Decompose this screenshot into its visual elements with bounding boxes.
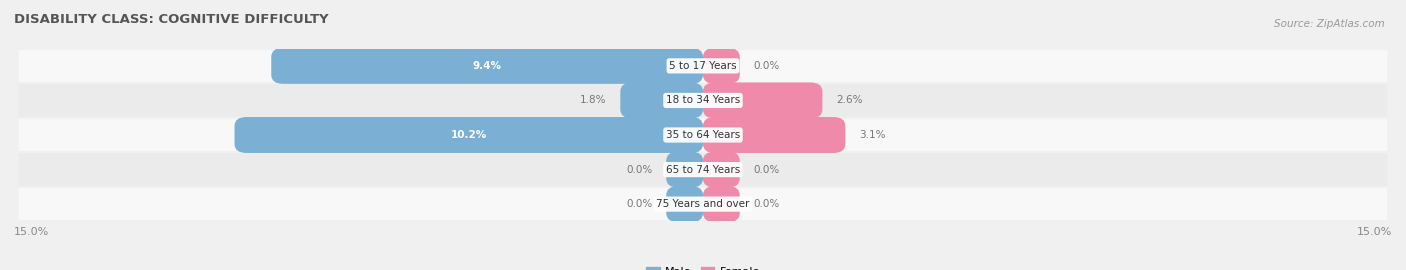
- Text: DISABILITY CLASS: COGNITIVE DIFFICULTY: DISABILITY CLASS: COGNITIVE DIFFICULTY: [14, 13, 329, 26]
- Text: 0.0%: 0.0%: [626, 199, 652, 209]
- FancyBboxPatch shape: [18, 50, 1388, 82]
- FancyBboxPatch shape: [703, 48, 740, 84]
- FancyBboxPatch shape: [703, 117, 845, 153]
- Text: 15.0%: 15.0%: [1357, 227, 1392, 237]
- Text: 18 to 34 Years: 18 to 34 Years: [666, 95, 740, 106]
- Text: 2.6%: 2.6%: [837, 95, 863, 106]
- Text: 65 to 74 Years: 65 to 74 Years: [666, 164, 740, 175]
- FancyBboxPatch shape: [703, 186, 740, 222]
- Text: 0.0%: 0.0%: [626, 164, 652, 175]
- FancyBboxPatch shape: [18, 153, 1388, 186]
- Text: 1.8%: 1.8%: [581, 95, 606, 106]
- FancyBboxPatch shape: [666, 151, 703, 188]
- FancyBboxPatch shape: [235, 117, 703, 153]
- Text: 10.2%: 10.2%: [451, 130, 486, 140]
- Legend: Male, Female: Male, Female: [641, 262, 765, 270]
- FancyBboxPatch shape: [271, 48, 703, 84]
- FancyBboxPatch shape: [620, 82, 703, 119]
- Text: 0.0%: 0.0%: [754, 61, 780, 71]
- Text: 3.1%: 3.1%: [859, 130, 886, 140]
- Text: Source: ZipAtlas.com: Source: ZipAtlas.com: [1274, 19, 1385, 29]
- FancyBboxPatch shape: [18, 188, 1388, 220]
- Text: 0.0%: 0.0%: [754, 164, 780, 175]
- FancyBboxPatch shape: [703, 151, 740, 188]
- Text: 0.0%: 0.0%: [754, 199, 780, 209]
- Text: 5 to 17 Years: 5 to 17 Years: [669, 61, 737, 71]
- FancyBboxPatch shape: [703, 82, 823, 119]
- FancyBboxPatch shape: [18, 84, 1388, 117]
- FancyBboxPatch shape: [666, 186, 703, 222]
- Text: 75 Years and over: 75 Years and over: [657, 199, 749, 209]
- Text: 35 to 64 Years: 35 to 64 Years: [666, 130, 740, 140]
- FancyBboxPatch shape: [18, 119, 1388, 151]
- Text: 9.4%: 9.4%: [472, 61, 502, 71]
- Text: 15.0%: 15.0%: [14, 227, 49, 237]
